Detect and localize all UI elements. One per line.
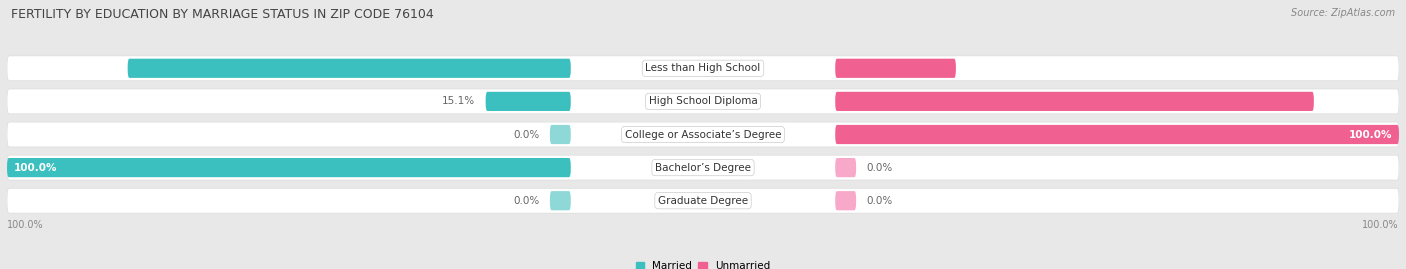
FancyBboxPatch shape	[7, 155, 1399, 180]
FancyBboxPatch shape	[485, 92, 571, 111]
FancyBboxPatch shape	[550, 191, 571, 210]
Text: 100.0%: 100.0%	[7, 220, 44, 230]
Text: 100.0%: 100.0%	[14, 162, 58, 173]
Text: College or Associate’s Degree: College or Associate’s Degree	[624, 129, 782, 140]
Text: 21.4%: 21.4%	[1355, 63, 1392, 73]
FancyBboxPatch shape	[550, 125, 571, 144]
Text: High School Diploma: High School Diploma	[648, 96, 758, 107]
Legend: Married, Unmarried: Married, Unmarried	[631, 257, 775, 269]
Text: 100.0%: 100.0%	[1348, 129, 1392, 140]
FancyBboxPatch shape	[835, 158, 856, 177]
FancyBboxPatch shape	[7, 56, 1399, 81]
Text: Graduate Degree: Graduate Degree	[658, 196, 748, 206]
Text: Bachelor’s Degree: Bachelor’s Degree	[655, 162, 751, 173]
Text: FERTILITY BY EDUCATION BY MARRIAGE STATUS IN ZIP CODE 76104: FERTILITY BY EDUCATION BY MARRIAGE STATU…	[11, 8, 434, 21]
FancyBboxPatch shape	[835, 92, 1313, 111]
Text: 0.0%: 0.0%	[866, 196, 893, 206]
FancyBboxPatch shape	[7, 188, 1399, 213]
FancyBboxPatch shape	[7, 122, 1399, 147]
Text: Source: ZipAtlas.com: Source: ZipAtlas.com	[1291, 8, 1395, 18]
Text: 0.0%: 0.0%	[513, 196, 540, 206]
FancyBboxPatch shape	[835, 125, 1399, 144]
FancyBboxPatch shape	[7, 158, 571, 177]
Text: 100.0%: 100.0%	[1362, 220, 1399, 230]
FancyBboxPatch shape	[128, 59, 571, 78]
Text: 78.6%: 78.6%	[14, 63, 51, 73]
Text: 0.0%: 0.0%	[513, 129, 540, 140]
Text: 15.1%: 15.1%	[441, 96, 475, 107]
FancyBboxPatch shape	[835, 59, 956, 78]
Text: 84.9%: 84.9%	[1355, 96, 1392, 107]
FancyBboxPatch shape	[7, 89, 1399, 114]
Text: Less than High School: Less than High School	[645, 63, 761, 73]
Text: 0.0%: 0.0%	[866, 162, 893, 173]
FancyBboxPatch shape	[835, 191, 856, 210]
